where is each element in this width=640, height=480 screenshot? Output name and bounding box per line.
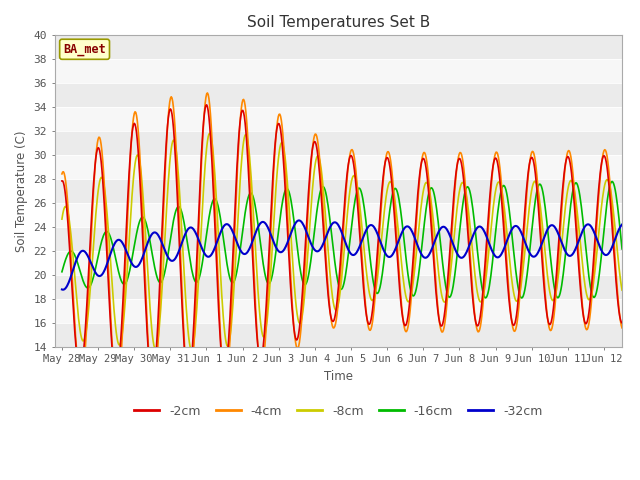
Title: Soil Temperatures Set B: Soil Temperatures Set B	[247, 15, 430, 30]
Bar	[54, 275, 622, 299]
X-axis label: Time: Time	[324, 370, 353, 383]
Bar	[54, 155, 622, 179]
Bar	[54, 36, 622, 60]
Bar	[54, 227, 622, 251]
Bar	[54, 179, 622, 203]
Bar	[54, 323, 622, 347]
Bar	[54, 251, 622, 275]
Bar	[54, 203, 622, 227]
Bar	[54, 107, 622, 131]
Legend: -2cm, -4cm, -8cm, -16cm, -32cm: -2cm, -4cm, -8cm, -16cm, -32cm	[129, 400, 548, 423]
Bar	[54, 131, 622, 155]
Text: BA_met: BA_met	[63, 43, 106, 56]
Bar	[54, 299, 622, 323]
Y-axis label: Soil Temperature (C): Soil Temperature (C)	[15, 130, 28, 252]
Bar	[54, 83, 622, 107]
Bar	[54, 60, 622, 83]
